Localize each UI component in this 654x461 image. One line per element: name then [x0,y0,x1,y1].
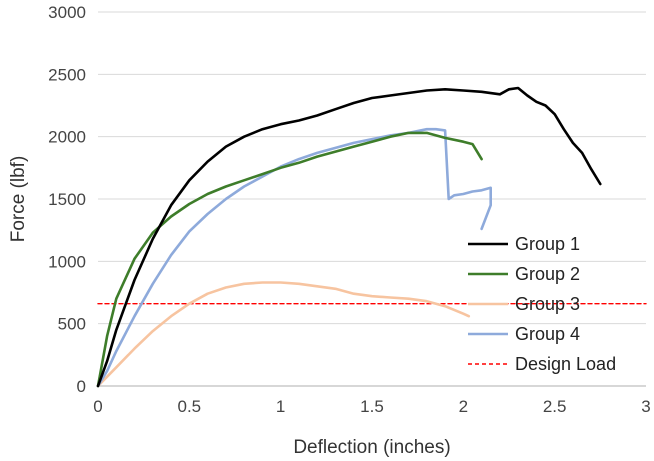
series-line-group-2 [96,131,483,388]
series-line-group-4 [96,127,493,388]
y-tick-label: 500 [58,315,86,334]
legend-item-label: Group 3 [515,294,580,314]
series-line-group-3 [96,281,471,388]
gridlines [98,11,646,325]
legend-item-label: Group 1 [515,234,580,254]
y-tick-label: 2500 [48,65,86,84]
x-axis-title: Deflection (inches) [293,437,450,458]
legend-item-label: Group 2 [515,264,580,284]
legend-item-label: Design Load [515,354,616,374]
x-tick-label: 0.5 [178,397,202,416]
y-tick-label: 3000 [48,3,86,22]
series-lines [96,86,647,388]
y-tick-label: 1500 [48,190,86,209]
x-tick-label: 0 [93,397,102,416]
x-tick-labels: 0 0.5 1 1.5 2 2.5 3 [93,397,650,416]
x-tick-label: 2.5 [543,397,567,416]
x-tick-label: 2 [459,397,468,416]
y-tick-label: 2000 [48,128,86,147]
legend: Group 1 Group 2 Group 3 Group 4 Design Load [468,234,616,374]
x-tick-label: 1.5 [360,397,384,416]
x-tick-label: 1 [276,397,285,416]
y-tick-label: 1000 [48,252,86,271]
y-tick-labels: 0 500 1000 1500 2000 2500 3000 [48,3,86,396]
y-axis-title: Force (lbf) [8,156,29,243]
y-tick-label: 0 [77,377,86,396]
series-line-group-1 [96,86,602,388]
x-tick-label: 3 [641,397,650,416]
legend-item-label: Group 4 [515,324,580,344]
